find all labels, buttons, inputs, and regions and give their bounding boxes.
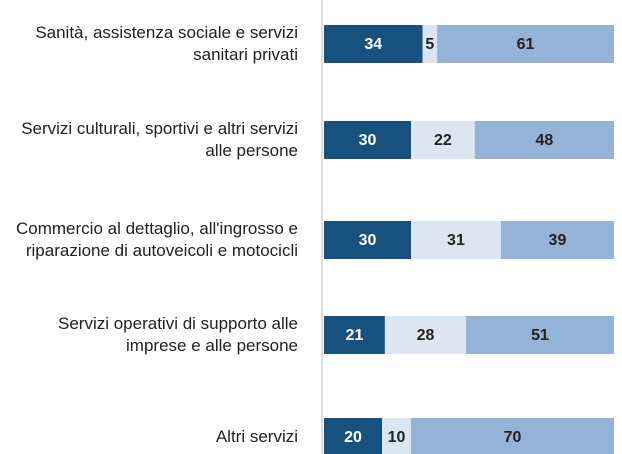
bar-segment [324,121,411,159]
value-label: 21 [346,327,364,344]
value-label: 22 [434,132,452,149]
bar-segment [411,418,614,454]
bar-segment [384,316,467,354]
value-label: 30 [359,232,377,249]
bar-segment [411,221,501,259]
value-label: 70 [504,429,522,446]
bar-segment [466,316,614,354]
bar-segment [411,121,475,159]
value-label: 51 [531,327,549,344]
category-label: Sanità, assistenza sociale e servizi san… [35,23,298,64]
bar-segment [324,316,385,354]
value-label: 30 [359,132,377,149]
category-label: Altri servizi [215,427,298,446]
category-label: Commercio al dettaglio, all'ingrosso e r… [16,219,298,260]
category-label: Servizi culturali, sportivi e altri serv… [21,119,298,160]
bar-segment [437,25,614,63]
bar-segment [500,221,614,259]
bar-segment [474,121,614,159]
bar-segment [422,25,438,63]
bar-segment [382,418,411,454]
value-label: 31 [447,232,465,249]
value-label: 39 [549,232,567,249]
bar-segment [324,221,411,259]
value-label: 61 [517,36,535,53]
value-label: 28 [417,327,435,344]
bar-segment [324,25,423,63]
value-label: 48 [536,132,554,149]
value-label: 5 [425,36,434,53]
category-label: Servizi operativi di supporto alle impre… [57,314,298,355]
value-label: 34 [364,36,382,53]
value-label: 20 [344,429,362,446]
value-label: 10 [388,429,406,446]
bar-segment [324,418,382,454]
